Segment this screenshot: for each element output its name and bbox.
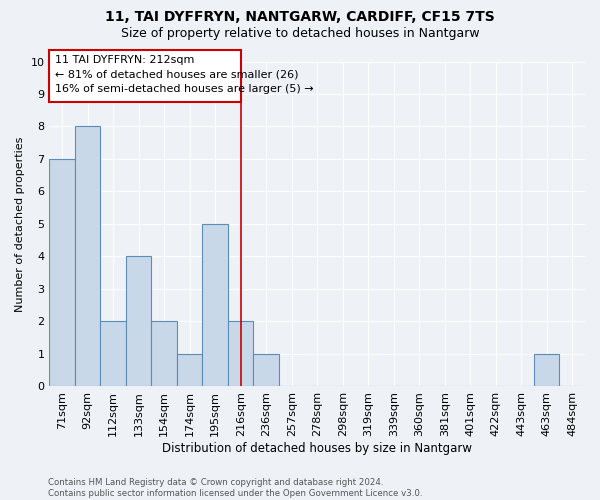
FancyBboxPatch shape	[49, 50, 241, 102]
Bar	[177, 354, 202, 386]
Bar	[151, 322, 177, 386]
Bar	[253, 354, 279, 386]
Bar	[75, 126, 100, 386]
X-axis label: Distribution of detached houses by size in Nantgarw: Distribution of detached houses by size …	[162, 442, 472, 455]
Text: Contains HM Land Registry data © Crown copyright and database right 2024.
Contai: Contains HM Land Registry data © Crown c…	[48, 478, 422, 498]
Text: 11, TAI DYFFRYN, NANTGARW, CARDIFF, CF15 7TS: 11, TAI DYFFRYN, NANTGARW, CARDIFF, CF15…	[105, 10, 495, 24]
Bar	[202, 224, 228, 386]
Bar	[126, 256, 151, 386]
Bar	[534, 354, 559, 386]
Text: 11 TAI DYFFRYN: 212sqm: 11 TAI DYFFRYN: 212sqm	[55, 55, 194, 65]
Bar	[228, 322, 253, 386]
Text: 16% of semi-detached houses are larger (5) →: 16% of semi-detached houses are larger (…	[55, 84, 313, 94]
Bar	[100, 322, 126, 386]
Bar	[49, 159, 75, 386]
Text: Size of property relative to detached houses in Nantgarw: Size of property relative to detached ho…	[121, 28, 479, 40]
Y-axis label: Number of detached properties: Number of detached properties	[15, 136, 25, 312]
Text: ← 81% of detached houses are smaller (26): ← 81% of detached houses are smaller (26…	[55, 70, 298, 80]
